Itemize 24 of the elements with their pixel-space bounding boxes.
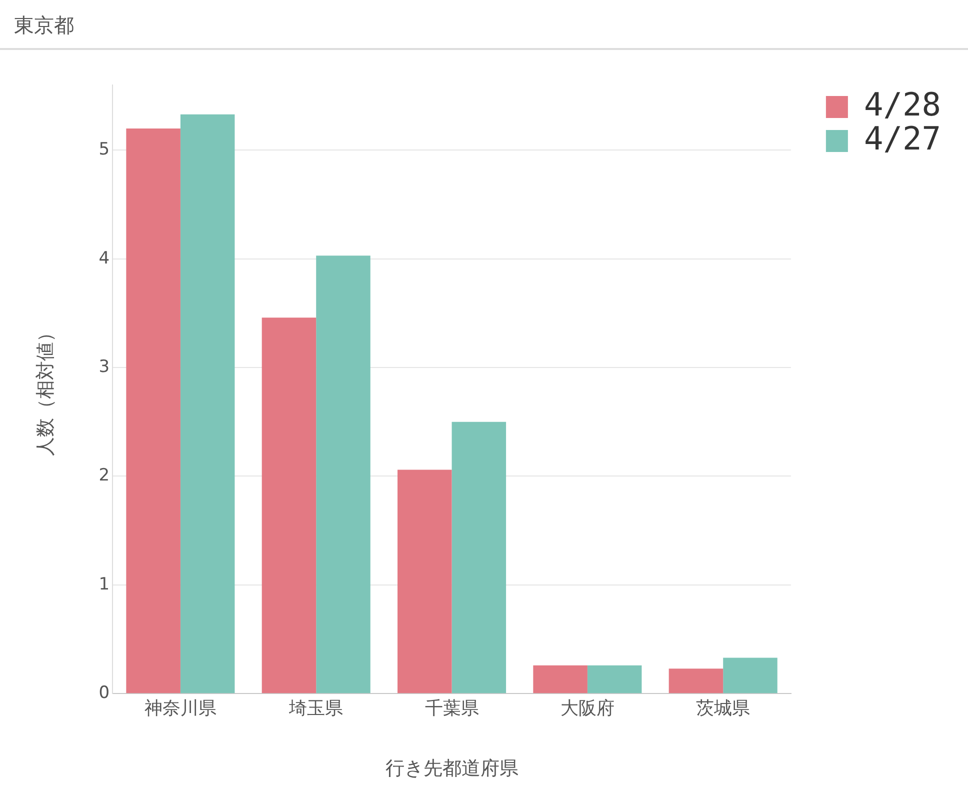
x-tick-label: 千葉県: [424, 698, 479, 720]
bar: [262, 318, 316, 694]
bar: [180, 114, 235, 694]
bar: [668, 668, 724, 694]
bar: [452, 422, 506, 694]
bar: [398, 470, 452, 694]
y-axis-title: 人数（相対値）: [34, 322, 56, 456]
y-tick-label: 2: [98, 466, 110, 486]
y-tick-label: 1: [98, 574, 110, 594]
y-tick-label: 4: [98, 248, 110, 268]
y-tick-label: 0: [98, 683, 110, 704]
bar: [533, 665, 588, 694]
x-tick-label: 神奈川県: [144, 698, 216, 720]
bar: [126, 128, 180, 694]
x-axis-title: 行き先都道府県: [385, 758, 518, 780]
bar: [587, 665, 642, 694]
y-tick-label: 5: [98, 140, 110, 160]
y-tick-label: 3: [98, 356, 110, 377]
bar: [723, 658, 778, 694]
chart-title: 東京都: [0, 0, 968, 50]
x-tick-label: 埼玉県: [288, 698, 344, 720]
bar: [316, 256, 370, 694]
x-tick-label: 大阪府: [560, 698, 614, 720]
x-tick-label: 茨城県: [696, 698, 750, 720]
